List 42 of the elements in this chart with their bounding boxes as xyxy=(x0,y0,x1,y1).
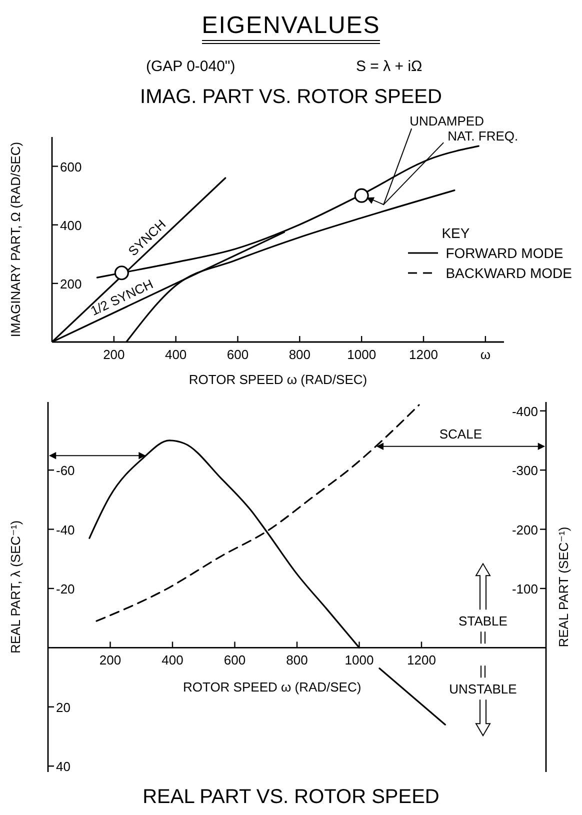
y2-axis-title: REAL PART (SEC⁻¹) xyxy=(556,526,571,648)
x-tick-label: 1200 xyxy=(407,652,436,668)
x-tick-label: 800 xyxy=(286,652,308,668)
y-axis-title: IMAGINARY PART, Ω (RAD/SEC) xyxy=(8,142,23,338)
annotation: UNDAMPED NAT. FREQ. xyxy=(410,114,518,144)
y2-tick-label: -100 xyxy=(512,581,538,596)
legend-label: BACKWARD MODE xyxy=(446,264,572,284)
y-tick-label: 20 xyxy=(56,700,70,715)
annotation: STABLE xyxy=(458,614,508,629)
text: REAL PART VS. ROTOR SPEED xyxy=(142,786,440,809)
x-tick-label: 200 xyxy=(99,652,122,668)
y-tick-label: -60 xyxy=(56,463,75,478)
text: IMAG. PART VS. ROTOR SPEED xyxy=(139,86,443,109)
y2-tick-label: -200 xyxy=(512,522,538,538)
x-tick-label: 1200 xyxy=(409,347,438,362)
x-tick-label: 200 xyxy=(103,347,125,362)
legend-label: FORWARD MODE xyxy=(446,244,564,264)
x-tick-label: 600 xyxy=(226,347,249,362)
annotation: SCALE xyxy=(439,426,482,442)
text: S = λ + iΩ xyxy=(356,58,422,75)
y-tick-label: 400 xyxy=(60,218,82,233)
y-tick-label: -20 xyxy=(56,581,75,596)
chart-title: EIGENVALUES xyxy=(202,12,380,44)
annotation: UNSTABLE xyxy=(449,682,518,697)
x-tick-label: 600 xyxy=(224,652,246,668)
x-tick-label: 1000 xyxy=(347,347,376,362)
y-tick-label: 600 xyxy=(60,159,82,174)
x-tick-label: ω xyxy=(480,347,491,362)
y-axis-title: REAL PART, λ (SEC⁻¹) xyxy=(8,520,23,654)
chart-subtitle: (GAP 0-040") xyxy=(146,58,236,75)
y-tick-label: 40 xyxy=(56,759,70,774)
x-tick-label: 800 xyxy=(288,347,311,362)
x-axis-title: ROTOR SPEED ω (RAD/SEC) xyxy=(182,680,362,695)
y2-tick-label: -300 xyxy=(512,463,538,478)
x-tick-label: 400 xyxy=(164,347,187,362)
legend-title: KEY xyxy=(442,224,471,244)
y-tick-label: -40 xyxy=(56,522,75,538)
x-tick-label: 1000 xyxy=(344,652,374,668)
y2-tick-label: -400 xyxy=(512,404,538,419)
x-tick-label: 400 xyxy=(162,652,184,668)
x-axis-title: ROTOR SPEED ω (RAD/SEC) xyxy=(188,372,368,387)
y-tick-label: 200 xyxy=(60,276,82,292)
